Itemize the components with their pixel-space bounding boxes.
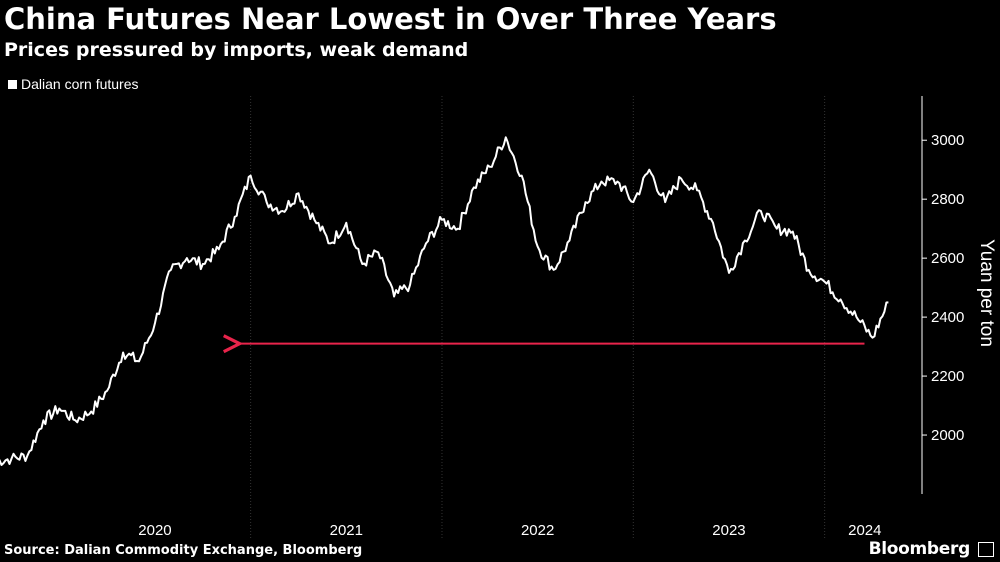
y-tick-label: 2400 [931, 309, 964, 326]
bloomberg-mark-icon [978, 542, 994, 557]
y-axis-title: Yuan per ton [976, 239, 997, 347]
x-tick-label: 2021 [330, 522, 363, 539]
legend-label: Dalian corn futures [21, 76, 139, 92]
x-tick-label: 2022 [521, 522, 554, 539]
brand-logo: Bloomberg [868, 539, 971, 559]
y-tick-label: 2600 [931, 250, 964, 267]
x-tick-label: 2023 [712, 522, 745, 539]
chart-subtitle: Prices pressured by imports, weak demand [4, 39, 469, 61]
chart-title: China Futures Near Lowest in Over Three … [4, 2, 777, 36]
legend-swatch [8, 79, 17, 89]
source-note: Source: Dalian Commodity Exchange, Bloom… [4, 543, 363, 558]
x-tick-label: 2024 [848, 522, 881, 539]
y-tick-label: 2800 [931, 191, 964, 208]
x-tick-label: 2020 [138, 522, 171, 539]
y-tick-label: 2000 [931, 427, 964, 444]
y-tick-label: 2200 [931, 368, 964, 385]
y-tick-label: 3000 [931, 132, 964, 149]
price-line [0, 136, 889, 466]
legend: Dalian corn futures [8, 76, 139, 92]
